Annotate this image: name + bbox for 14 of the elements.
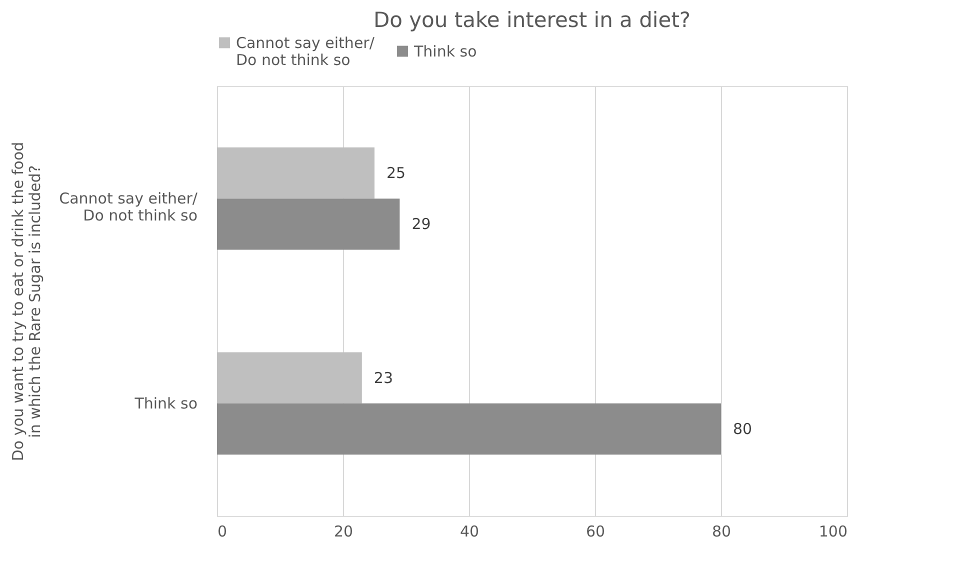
data-label: 29 xyxy=(412,215,431,234)
x-tick-label: 0 xyxy=(218,522,228,540)
x-tick-label: 40 xyxy=(460,522,480,540)
x-tick-label: 20 xyxy=(334,522,354,540)
x-tick-label: 80 xyxy=(712,522,732,540)
data-label: 23 xyxy=(374,368,393,387)
y-axis-title: Do you want to try to eat or drink the food in which the Rare Sugar is included? xyxy=(9,142,44,462)
x-tick-label: 100 xyxy=(818,522,848,540)
data-label: 25 xyxy=(386,164,406,182)
data-label: 80 xyxy=(733,420,752,438)
x-tick-label: 60 xyxy=(586,522,606,540)
legend-label: Think so xyxy=(413,42,477,60)
legend-label: Cannot say either/ Do not think so xyxy=(236,34,376,69)
chart-title: Do you take interest in a diet? xyxy=(373,8,691,32)
